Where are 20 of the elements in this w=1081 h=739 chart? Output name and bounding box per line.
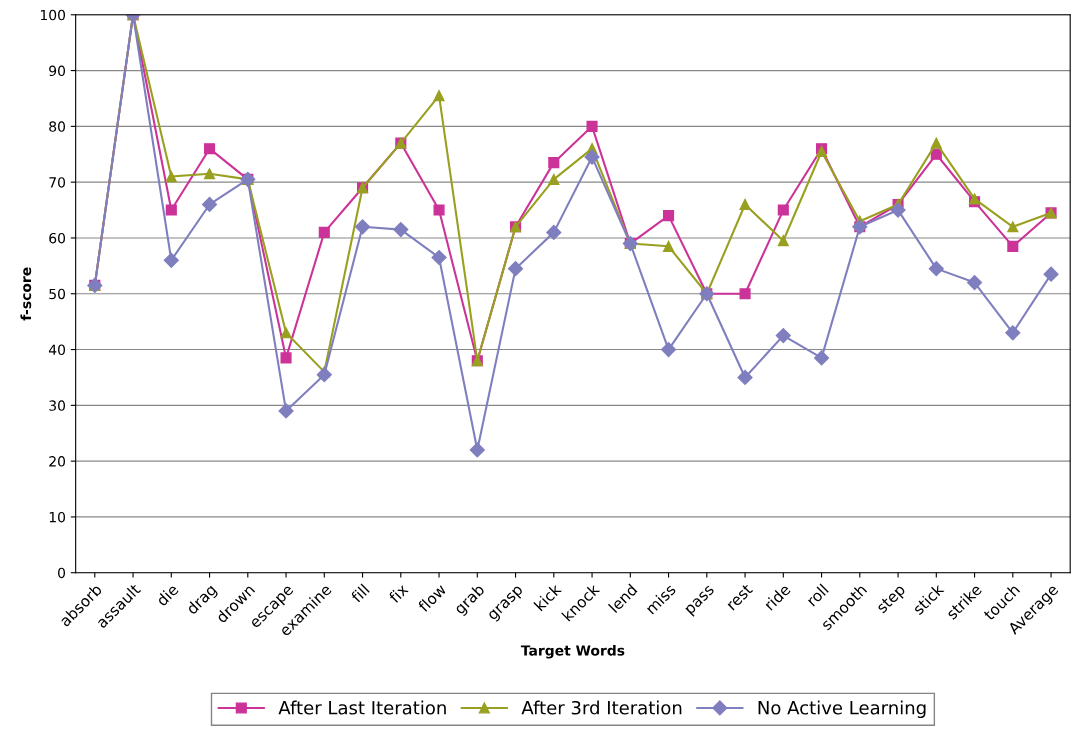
y-tick-label: 50 <box>49 288 66 300</box>
y-tick-label: 100 <box>40 9 66 21</box>
legend-label: After 3rd Iteration <box>521 700 682 715</box>
y-tick-label: 40 <box>48 344 66 356</box>
y-tick-label: 20 <box>49 456 66 467</box>
y-tick-label: 30 <box>49 400 66 411</box>
y-tick-label: 70 <box>49 177 66 188</box>
y-tick-label: 0 <box>58 567 66 579</box>
legend-label: No Active Learning <box>758 700 926 719</box>
y-axis-title: f-score <box>20 267 32 321</box>
y-tick-label: 90 <box>49 65 66 77</box>
x-axis-title: Target Words <box>520 644 625 659</box>
x-tick-label: ride <box>763 583 792 611</box>
x-tick-label: fill <box>349 583 370 604</box>
x-tick-label: die <box>155 583 180 607</box>
x-tick-label: fix <box>387 582 409 604</box>
legend-label: After Last Iteration <box>278 700 446 715</box>
y-tick-label: 60 <box>49 232 66 244</box>
y-tick-label: 80 <box>49 121 66 132</box>
y-tick-label: 10 <box>49 511 66 523</box>
